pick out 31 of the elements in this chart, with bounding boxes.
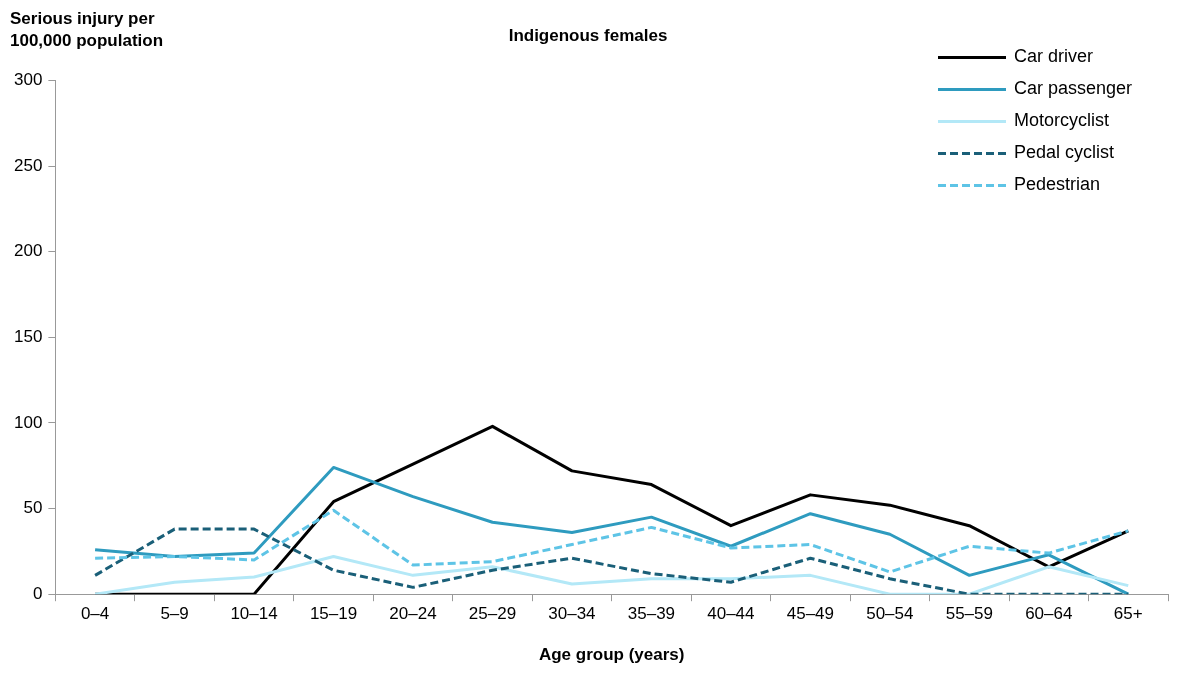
line-series xyxy=(93,508,1130,574)
x-tick-label: 5–9 xyxy=(160,604,189,624)
y-tick-label: 50 xyxy=(23,498,43,518)
y-tick-label: 300 xyxy=(13,70,43,90)
x-tick-label: 60–64 xyxy=(1025,604,1073,624)
y-tick-label: 150 xyxy=(13,326,43,346)
legend-label: Car driver xyxy=(1014,46,1094,67)
x-tick-label: 30–34 xyxy=(548,604,596,624)
y-axis-title: Serious injury per 100,000 population xyxy=(10,8,165,52)
x-tick-label: 25–29 xyxy=(468,604,517,624)
legend-label: Car passenger xyxy=(1014,78,1133,99)
x-tick-label: 15–19 xyxy=(309,604,358,624)
x-tick-label: 35–39 xyxy=(627,604,676,624)
legend-label: Motorcyclist xyxy=(1014,110,1110,131)
x-tick-label: 55–59 xyxy=(945,604,993,624)
x-tick-label: 50–54 xyxy=(866,604,914,624)
x-tick-label: 20–24 xyxy=(389,604,437,624)
x-tick-label: 0–4 xyxy=(80,604,110,624)
y-tick-label: 100 xyxy=(13,412,43,432)
y-tick-label: 200 xyxy=(13,241,43,261)
y-tick-label: 0 xyxy=(32,583,43,603)
legend-label: Pedal cyclist xyxy=(1014,142,1115,163)
line-series xyxy=(93,527,1130,595)
x-tick-label: 65+ xyxy=(1113,604,1143,624)
legend-label: Pedestrian xyxy=(1014,174,1101,195)
y-tick-label: 250 xyxy=(13,155,43,175)
chart-title: Indigenous females xyxy=(508,25,668,45)
x-tick-label: 10–14 xyxy=(230,604,278,624)
x-tick-label: 40–44 xyxy=(707,604,755,624)
x-tick-label: 45–49 xyxy=(786,604,835,624)
x-axis-title: Age group (years) xyxy=(538,645,685,665)
